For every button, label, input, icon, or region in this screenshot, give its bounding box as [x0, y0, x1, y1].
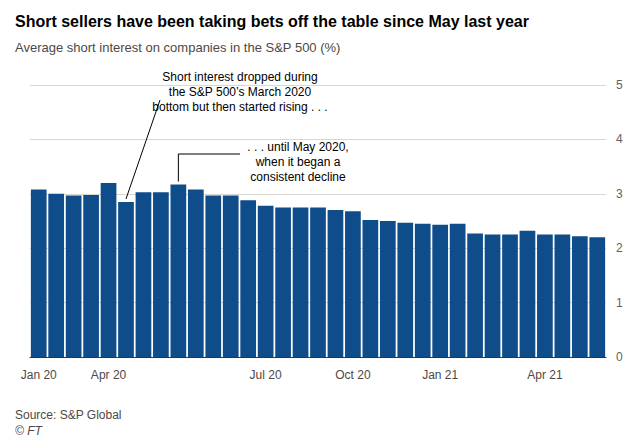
svg-text:when it began a: when it began a	[255, 155, 341, 169]
svg-text:2: 2	[616, 241, 623, 255]
svg-text:3: 3	[616, 187, 623, 201]
svg-text:© FT: © FT	[15, 424, 44, 438]
svg-text:1: 1	[616, 296, 623, 310]
svg-text:Short sellers have been taking: Short sellers have been taking bets off …	[15, 13, 529, 30]
svg-text:Jul 20: Jul 20	[250, 368, 282, 382]
svg-text:4: 4	[616, 132, 623, 146]
svg-text:bottom but then started rising: bottom but then started rising . . .	[152, 100, 327, 114]
svg-text:Short interest dropped during: Short interest dropped during	[162, 70, 317, 84]
svg-text:Apr 21: Apr 21	[527, 368, 563, 382]
svg-text:Oct 20: Oct 20	[335, 368, 371, 382]
svg-text:Jan 20: Jan 20	[21, 368, 57, 382]
svg-text:. . . until May 2020,: . . . until May 2020,	[247, 140, 348, 154]
svg-text:Source: S&P Global: Source: S&P Global	[15, 408, 122, 422]
svg-text:0: 0	[616, 350, 623, 364]
svg-text:Average short interest on comp: Average short interest on companies in t…	[15, 40, 340, 55]
svg-text:5: 5	[616, 78, 623, 92]
svg-text:Jan 21: Jan 21	[422, 368, 458, 382]
svg-text:consistent decline: consistent decline	[250, 170, 346, 184]
svg-text:the S&P 500’s March 2020: the S&P 500’s March 2020	[169, 85, 312, 99]
svg-text:Apr 20: Apr 20	[91, 368, 127, 382]
